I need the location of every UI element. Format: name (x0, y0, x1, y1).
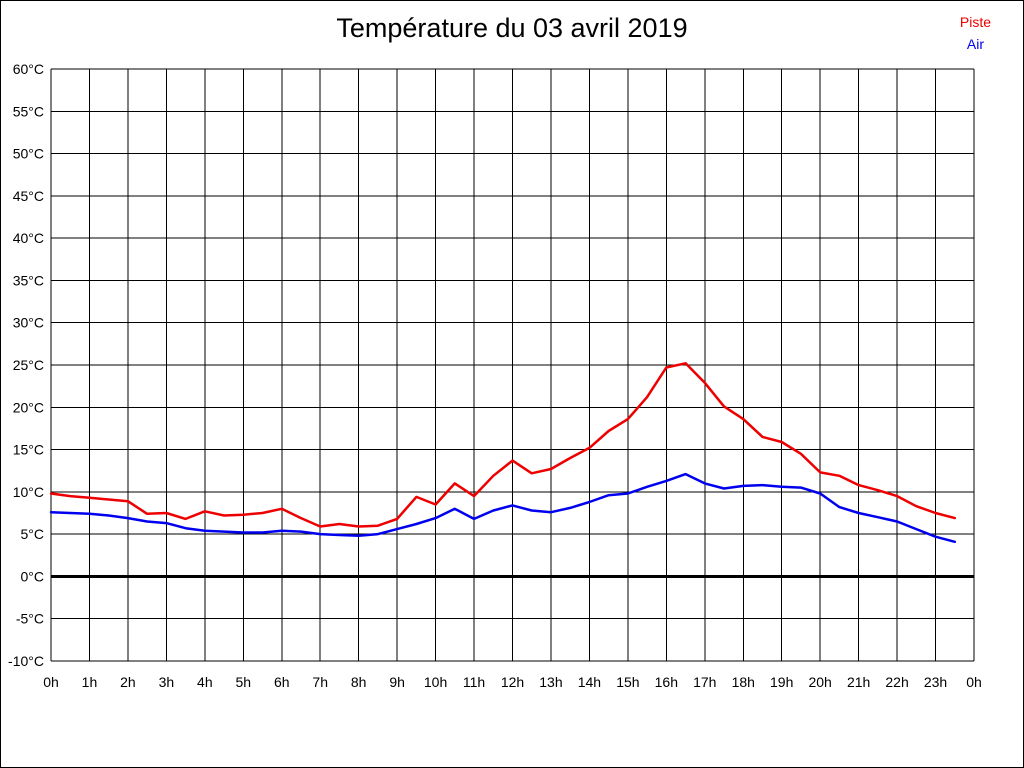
x-tick-label: 13h (539, 674, 562, 690)
x-axis-labels: 0h 1h 2h 3h 4h 5h 6h 7h 8h 9h 10h 11h 12h 13h 14h 15h 16… (43, 674, 982, 690)
y-tick-label: 40°C (13, 230, 44, 246)
x-tick-label: 17h (693, 674, 716, 690)
x-tick-label: 1h (82, 674, 98, 690)
y-tick-label: 55°C (13, 103, 44, 119)
x-tick-label: 12h (501, 674, 524, 690)
x-tick-label: 16h (655, 674, 678, 690)
x-tick-label: 15h (616, 674, 639, 690)
y-tick-label: -5°C (16, 611, 44, 627)
x-tick-label: 21h (847, 674, 870, 690)
x-tick-label: 4h (197, 674, 213, 690)
y-tick-label: -10°C (8, 653, 44, 669)
air-line (49, 472, 957, 544)
x-tick-label: 23h (924, 674, 947, 690)
y-tick-label: 25°C (13, 357, 44, 373)
y-tick-label: 50°C (13, 146, 44, 162)
y-tick-label: 30°C (13, 315, 44, 331)
x-tick-label: 2h (120, 674, 136, 690)
x-tick-label: 10h (424, 674, 447, 690)
y-axis-labels: -10°C -5°C 0°C 5°C 10°C 15°C 20°C 25°C 30°C 35°C 4… (8, 61, 44, 669)
x-tick-label: 11h (463, 674, 485, 690)
legend-air-label: Air (966, 36, 984, 52)
x-tick-label: 9h (389, 674, 405, 690)
grid (50, 68, 975, 662)
y-tick-label: 5°C (21, 526, 45, 542)
x-tick-label: 7h (312, 674, 328, 690)
x-tick-label: 0h (43, 674, 59, 690)
legend-piste-label: Piste (959, 14, 991, 30)
chart-title: Température du 03 avril 2019 (336, 13, 688, 43)
x-tick-label: 19h (770, 674, 793, 690)
x-tick-label: 14h (578, 674, 601, 690)
y-tick-label: 0°C (21, 568, 45, 584)
x-tick-label: 3h (159, 674, 175, 690)
x-tick-label: 18h (732, 674, 755, 690)
y-tick-label: 35°C (13, 272, 44, 288)
x-tick-label: 8h (351, 674, 367, 690)
y-tick-label: 10°C (13, 484, 44, 500)
x-tick-label: 20h (808, 674, 831, 690)
x-tick-label: 6h (274, 674, 290, 690)
y-tick-label: 45°C (13, 188, 44, 204)
x-tick-label: 5h (236, 674, 252, 690)
x-tick-label: 0h (966, 674, 982, 690)
y-tick-label: 15°C (13, 442, 44, 458)
y-tick-label: 20°C (13, 399, 44, 415)
legend: Piste Air (960, 11, 991, 55)
x-tick-label: 22h (885, 674, 908, 690)
y-tick-label: 60°C (13, 61, 44, 77)
piste-line (49, 362, 957, 528)
